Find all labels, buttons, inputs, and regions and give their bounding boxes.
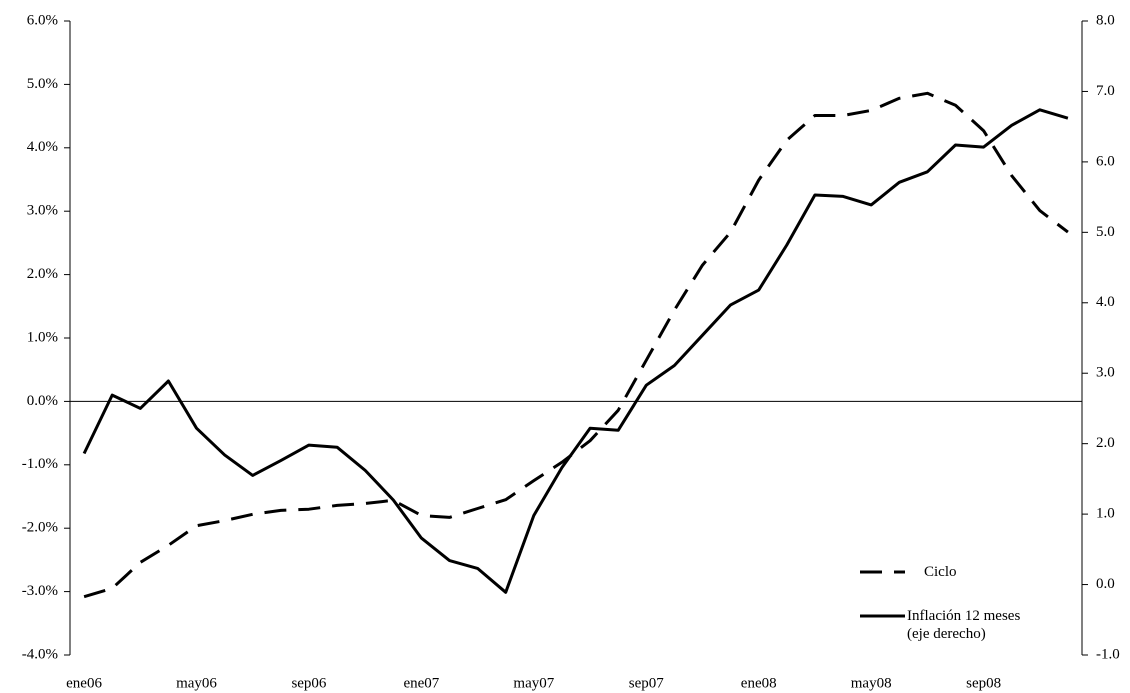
- x-tick-label: ene08: [741, 675, 777, 691]
- series-line: [82, 108, 1069, 594]
- y-tick-label: -3.0%: [22, 583, 58, 599]
- legend-label: Ciclo: [924, 564, 957, 580]
- x-tick-label: sep08: [966, 675, 1001, 691]
- x-tick-label: may08: [851, 675, 892, 691]
- y2-tick-label: 3.0: [1096, 365, 1115, 381]
- x-tick-label: may07: [513, 675, 554, 691]
- y-tick-label: 6.0%: [27, 12, 58, 28]
- y-tick-label: -2.0%: [22, 520, 58, 536]
- x-tick-label: may06: [176, 675, 217, 691]
- y-tick-label: -1.0%: [22, 456, 58, 472]
- legend-label: Inflación 12 meses (eje derecho): [907, 608, 1021, 642]
- y2-tick-label: 7.0: [1096, 83, 1115, 99]
- series-line: [83, 91, 1069, 599]
- y-tick-label: 3.0%: [27, 203, 58, 219]
- y-tick-label: -4.0%: [22, 646, 58, 662]
- y2-tick-label: 4.0: [1096, 294, 1115, 310]
- y2-tick-label: 1.0: [1096, 506, 1115, 522]
- y2-tick-label: 8.0: [1096, 12, 1115, 28]
- y-tick-label: 5.0%: [27, 76, 58, 92]
- y2-tick-label: 2.0: [1096, 435, 1115, 451]
- y2-tick-label: 6.0: [1096, 153, 1115, 169]
- y-tick-label: 1.0%: [27, 329, 58, 345]
- y-tick-label: 4.0%: [27, 139, 58, 155]
- y2-tick-label: 0.0: [1096, 576, 1115, 592]
- y2-tick-label: -1.0: [1096, 646, 1120, 662]
- x-tick-label: sep06: [291, 675, 326, 691]
- y-tick-label: 0.0%: [27, 393, 58, 409]
- y-tick-label: 2.0%: [27, 266, 58, 282]
- x-tick-label: ene06: [66, 675, 102, 691]
- x-tick-label: ene07: [403, 675, 439, 691]
- x-tick-label: sep07: [629, 675, 664, 691]
- y2-tick-label: 5.0: [1096, 224, 1115, 240]
